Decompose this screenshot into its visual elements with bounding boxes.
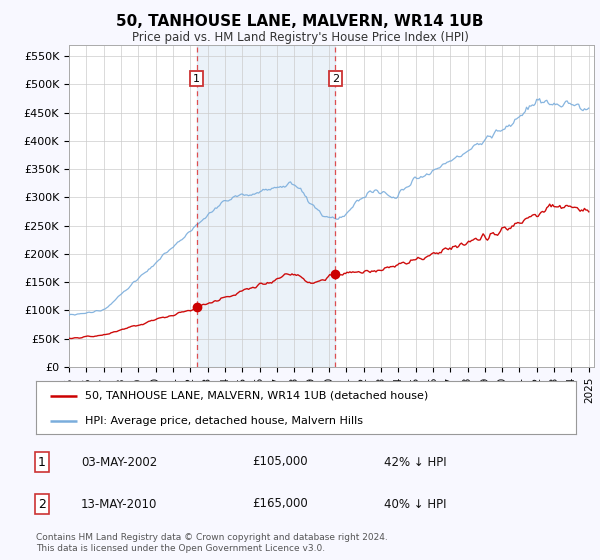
Text: Price paid vs. HM Land Registry's House Price Index (HPI): Price paid vs. HM Land Registry's House …	[131, 31, 469, 44]
Text: 42% ↓ HPI: 42% ↓ HPI	[384, 455, 446, 469]
Text: 50, TANHOUSE LANE, MALVERN, WR14 1UB (detached house): 50, TANHOUSE LANE, MALVERN, WR14 1UB (de…	[85, 391, 428, 401]
Text: 2: 2	[38, 497, 46, 511]
Bar	[197, 45, 335, 367]
Text: 50, TANHOUSE LANE, MALVERN, WR14 1UB: 50, TANHOUSE LANE, MALVERN, WR14 1UB	[116, 14, 484, 29]
Text: Contains HM Land Registry data © Crown copyright and database right 2024.
This d: Contains HM Land Registry data © Crown c…	[36, 533, 388, 553]
Text: 40% ↓ HPI: 40% ↓ HPI	[384, 497, 446, 511]
Text: HPI: Average price, detached house, Malvern Hills: HPI: Average price, detached house, Malv…	[85, 416, 362, 426]
Text: 03-MAY-2002: 03-MAY-2002	[81, 455, 157, 469]
Text: 1: 1	[38, 455, 46, 469]
Text: 1: 1	[193, 74, 200, 83]
Text: 13-MAY-2010: 13-MAY-2010	[81, 497, 157, 511]
Text: £165,000: £165,000	[252, 497, 308, 511]
Text: 2: 2	[332, 74, 339, 83]
Text: £105,000: £105,000	[252, 455, 308, 469]
